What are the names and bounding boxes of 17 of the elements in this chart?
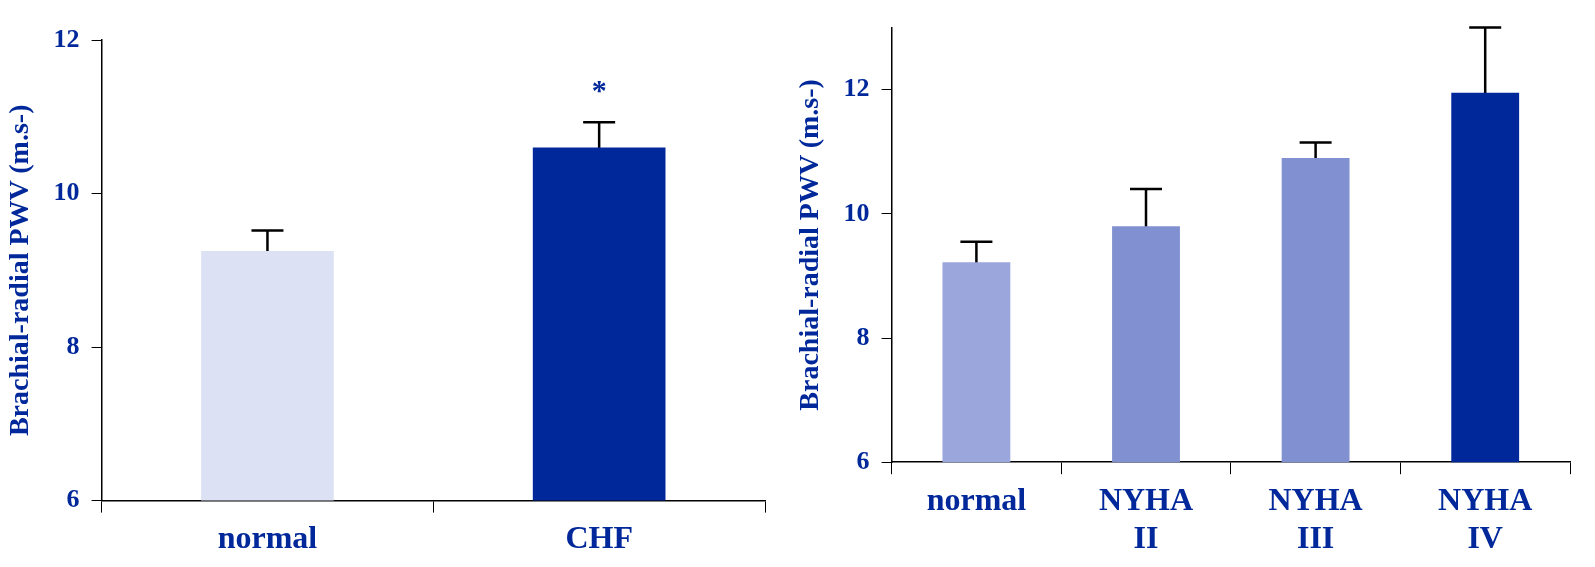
y-tick-label: 8 <box>66 330 80 360</box>
y-tick-label: 12 <box>53 23 80 53</box>
y-tick-label: 6 <box>856 445 870 475</box>
x-tick-label: NYHA III <box>1268 480 1363 556</box>
y-tick-label: 10 <box>843 197 870 227</box>
x-tick-label: normal <box>217 519 318 556</box>
y-tick-label: 6 <box>66 484 80 514</box>
y-axis-title: Brachial-radial PWV (m.s-) <box>3 104 35 437</box>
annotation: * <box>591 73 607 106</box>
x-tick-label: NYHA II <box>1098 480 1194 556</box>
y-tick-label: 10 <box>53 177 80 207</box>
x-tick-label: CHF <box>565 519 633 556</box>
y-tick-label: 12 <box>843 73 870 103</box>
x-tick-label: normal <box>926 480 1027 517</box>
x-tick-label: NYHA IV <box>1438 480 1533 556</box>
y-tick-label: 8 <box>856 321 870 351</box>
y-axis-title: Brachial-radial PWV (m.s-) <box>793 79 825 411</box>
